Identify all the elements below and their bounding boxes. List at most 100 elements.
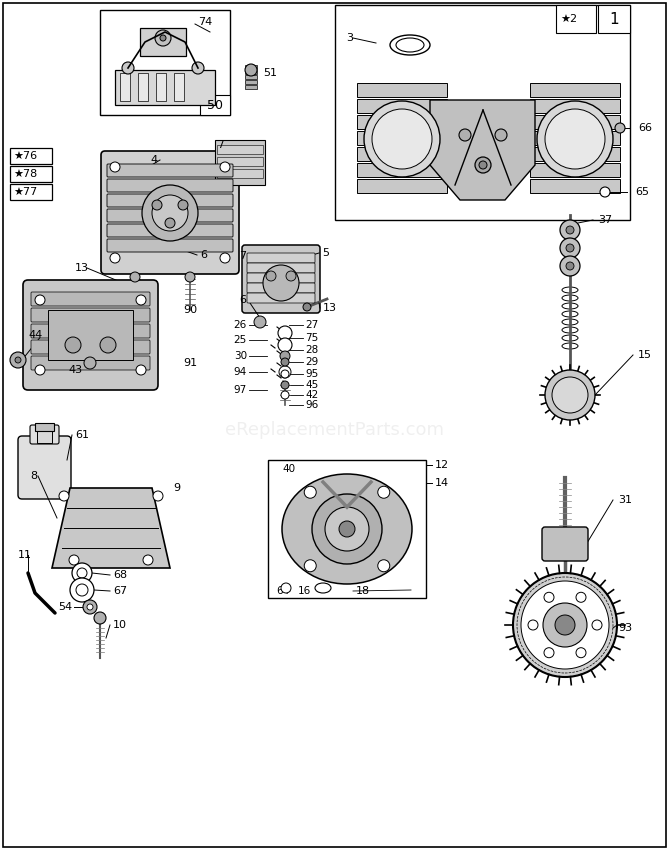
Bar	[598, 5, 630, 33]
Polygon shape	[52, 488, 170, 568]
FancyBboxPatch shape	[247, 293, 315, 303]
Circle shape	[544, 648, 554, 658]
Bar	[357, 83, 447, 97]
Text: 4: 4	[151, 155, 158, 165]
Circle shape	[65, 337, 81, 353]
Circle shape	[110, 162, 120, 172]
Bar	[37, 428, 52, 443]
Circle shape	[304, 560, 316, 572]
Text: 90: 90	[183, 305, 197, 315]
Circle shape	[566, 244, 574, 252]
Circle shape	[266, 271, 276, 281]
Text: 29: 29	[305, 357, 318, 367]
Bar	[335, 5, 630, 220]
Bar	[156, 73, 166, 101]
Circle shape	[513, 573, 617, 677]
Text: 44: 44	[28, 330, 42, 340]
Circle shape	[69, 555, 79, 565]
Bar	[10, 184, 52, 200]
Circle shape	[94, 612, 106, 624]
Circle shape	[545, 109, 605, 169]
Bar	[245, 80, 257, 84]
Circle shape	[59, 491, 69, 501]
Text: 25: 25	[233, 335, 247, 345]
Text: 13: 13	[75, 263, 89, 273]
Circle shape	[122, 62, 134, 74]
Text: 8: 8	[30, 471, 37, 481]
Bar	[174, 73, 184, 101]
Text: 31: 31	[618, 495, 632, 505]
Text: 7: 7	[217, 140, 223, 150]
Circle shape	[545, 370, 595, 420]
Circle shape	[600, 187, 610, 197]
Circle shape	[87, 604, 93, 610]
Bar	[357, 99, 447, 113]
Text: 12: 12	[435, 460, 449, 470]
Circle shape	[70, 578, 94, 602]
Bar	[530, 147, 620, 161]
Circle shape	[303, 303, 311, 311]
Circle shape	[160, 35, 166, 41]
Circle shape	[281, 370, 289, 378]
Text: 66: 66	[638, 123, 652, 133]
Text: 13: 13	[323, 303, 337, 313]
Text: 94: 94	[233, 367, 247, 377]
FancyBboxPatch shape	[107, 224, 233, 237]
Circle shape	[281, 381, 289, 389]
Text: 10: 10	[113, 620, 127, 630]
Ellipse shape	[390, 35, 430, 55]
Bar	[10, 166, 52, 182]
Circle shape	[278, 326, 292, 340]
Circle shape	[479, 161, 487, 169]
Circle shape	[576, 648, 586, 658]
Bar	[530, 83, 620, 97]
Text: ★78: ★78	[13, 169, 37, 179]
Text: 67: 67	[113, 586, 127, 596]
Text: 27: 27	[305, 320, 318, 330]
FancyBboxPatch shape	[107, 239, 233, 252]
Bar	[530, 179, 620, 193]
Circle shape	[364, 101, 440, 177]
Bar	[268, 460, 426, 598]
Circle shape	[576, 592, 586, 603]
Bar	[140, 28, 186, 56]
Text: 54: 54	[58, 602, 72, 612]
Circle shape	[566, 226, 574, 234]
Text: 5: 5	[322, 248, 329, 258]
FancyBboxPatch shape	[31, 356, 150, 370]
Ellipse shape	[315, 583, 331, 593]
FancyBboxPatch shape	[247, 283, 315, 293]
Circle shape	[372, 109, 432, 169]
Text: 75: 75	[305, 333, 318, 343]
Text: 3: 3	[346, 33, 353, 43]
Bar	[245, 85, 257, 89]
Bar	[245, 65, 257, 69]
Circle shape	[378, 486, 390, 498]
Circle shape	[560, 220, 580, 240]
Bar	[138, 73, 148, 101]
Circle shape	[281, 358, 289, 366]
Bar	[530, 99, 620, 113]
Circle shape	[560, 238, 580, 258]
Bar	[245, 70, 257, 74]
Circle shape	[278, 338, 292, 352]
Circle shape	[281, 583, 291, 593]
Text: 7: 7	[239, 251, 246, 261]
Circle shape	[100, 337, 116, 353]
Text: 6: 6	[200, 250, 207, 260]
FancyBboxPatch shape	[30, 425, 59, 444]
Bar	[530, 163, 620, 177]
Circle shape	[566, 262, 574, 270]
Circle shape	[304, 486, 316, 498]
FancyBboxPatch shape	[31, 308, 150, 322]
Ellipse shape	[282, 474, 412, 584]
FancyBboxPatch shape	[247, 253, 315, 263]
FancyBboxPatch shape	[18, 436, 71, 499]
Text: 64: 64	[276, 586, 289, 596]
Circle shape	[281, 391, 289, 399]
Circle shape	[544, 592, 554, 603]
FancyBboxPatch shape	[107, 164, 233, 177]
Text: 61: 61	[75, 430, 89, 440]
Circle shape	[110, 253, 120, 263]
Circle shape	[136, 295, 146, 305]
